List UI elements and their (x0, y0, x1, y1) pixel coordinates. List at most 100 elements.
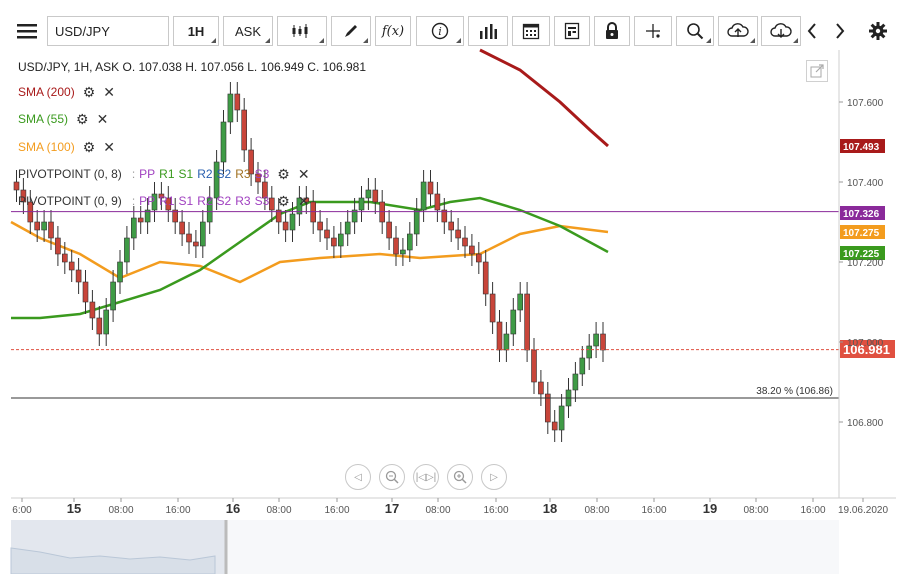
price-label-box (840, 139, 885, 153)
candle-body (117, 261, 123, 283)
candle-body (186, 233, 192, 243)
price-label-text: 106.981 (843, 342, 890, 357)
x-tick-label: 08:00 (584, 505, 609, 516)
pivot-level-label: S2 (216, 167, 232, 181)
indicators-button[interactable] (468, 16, 508, 46)
candle-body (303, 197, 310, 203)
lock-button[interactable] (594, 16, 630, 46)
sma55-label: SMA (55) (18, 112, 69, 126)
candle-body (151, 193, 158, 211)
pivot2-label: PIVOTPOINT (0, 9) (18, 194, 122, 208)
timeframe-select[interactable]: 1H (173, 16, 219, 46)
pivot-level-label: PP (139, 194, 156, 208)
chevron-left-icon (807, 23, 816, 39)
candle-body (420, 181, 427, 211)
zoom-out-button[interactable] (379, 464, 405, 490)
upload-button[interactable] (718, 16, 758, 46)
price-side-value: ASK (234, 23, 261, 39)
candle-body (110, 281, 116, 311)
candle-body (255, 173, 261, 183)
function-button[interactable]: f(x) (375, 16, 411, 46)
settings-button[interactable] (864, 16, 892, 46)
x-tick-label: 19 (703, 501, 717, 516)
candle-body (234, 93, 241, 111)
info-icon: i (431, 22, 449, 40)
menu-button[interactable] (10, 16, 44, 46)
candle-body (337, 233, 344, 247)
price-label-text: 107.225 (843, 249, 880, 260)
x-tick-label: 18 (543, 501, 557, 516)
candle-body (469, 245, 475, 255)
candle-body (144, 209, 151, 223)
chart-type-button[interactable] (277, 16, 327, 46)
candle-body (544, 393, 551, 423)
crosshair-icon (646, 24, 660, 38)
y-tick-label: 107.400 (847, 178, 884, 189)
reset-button[interactable]: |◁▷| (413, 464, 439, 490)
info-button[interactable]: i (416, 16, 464, 46)
candle-body (103, 309, 109, 335)
pivot-level-label: S3 (254, 167, 270, 181)
sma200-label: SMA (200) (18, 85, 75, 99)
candle-body (289, 213, 296, 231)
candle-body (282, 221, 289, 231)
expand-button[interactable] (806, 60, 828, 82)
candle-body (434, 193, 441, 211)
legend-sma100: SMA (100) ⚙ ✕ (18, 138, 115, 156)
gear-icon[interactable]: ⚙ (277, 165, 290, 182)
candle-body (413, 209, 420, 235)
pan-right-button[interactable]: ▷ (481, 464, 507, 490)
navigator-area (10, 547, 216, 574)
close-icon[interactable]: ✕ (297, 165, 310, 182)
sma55-line (11, 196, 609, 320)
pivot-level-label: R1 (159, 167, 175, 181)
legend-pivot-1: PIVOTPOINT (0, 8) : PP R1 S1 R2 S2 R3 S3 ⚙ ✕ (18, 165, 310, 182)
candle-body (241, 109, 247, 151)
candle-body (496, 321, 503, 351)
candle-body (455, 229, 461, 239)
crosshair-button[interactable] (634, 16, 672, 46)
x-tick-label: 19.06.2020 (838, 505, 888, 516)
pivot-level-label: S2 (216, 194, 232, 208)
chevron-right-icon (836, 23, 845, 39)
download-button[interactable] (761, 16, 801, 46)
close-icon[interactable]: ✕ (96, 110, 109, 127)
candle-body (572, 373, 579, 391)
scroll-right-button[interactable] (829, 16, 851, 46)
candle-body (213, 161, 220, 199)
grid (11, 50, 839, 498)
pan-left-button[interactable]: ◁ (345, 464, 371, 490)
candle-body (351, 209, 358, 223)
close-icon[interactable]: ✕ (103, 83, 115, 100)
sma100-label: SMA (100) (18, 140, 75, 154)
svg-text:i: i (438, 25, 442, 38)
scroll-left-button[interactable] (801, 16, 823, 46)
price-label-box (840, 340, 895, 358)
drawing-tool-button[interactable] (331, 16, 371, 46)
candle-body (358, 197, 365, 211)
symbol-input[interactable]: USD/JPY (47, 16, 169, 46)
candle-body (462, 237, 468, 247)
candle-body (131, 217, 137, 239)
close-icon[interactable]: ✕ (103, 138, 115, 155)
candle-body (600, 333, 606, 351)
zoom-button[interactable] (676, 16, 714, 46)
sma200-line (479, 48, 609, 148)
candle-body (524, 293, 530, 351)
gear-icon[interactable]: ⚙ (82, 83, 96, 100)
candle-body (386, 221, 392, 239)
layout-button[interactable] (554, 16, 590, 46)
candle-body (448, 221, 455, 231)
zoom-in-button[interactable] (447, 464, 473, 490)
sma100-line (10, 220, 609, 284)
legend-sma200: SMA (200) ⚙ ✕ (18, 83, 115, 101)
price-side-select[interactable]: ASK (223, 16, 273, 46)
gear-icon[interactable]: ⚙ (277, 192, 290, 209)
gear-icon[interactable]: ⚙ (82, 138, 96, 155)
price-label-text: 107.493 (843, 142, 880, 153)
close-icon[interactable]: ✕ (297, 192, 310, 209)
gear-icon[interactable]: ⚙ (76, 110, 89, 127)
calendar-button[interactable] (512, 16, 550, 46)
